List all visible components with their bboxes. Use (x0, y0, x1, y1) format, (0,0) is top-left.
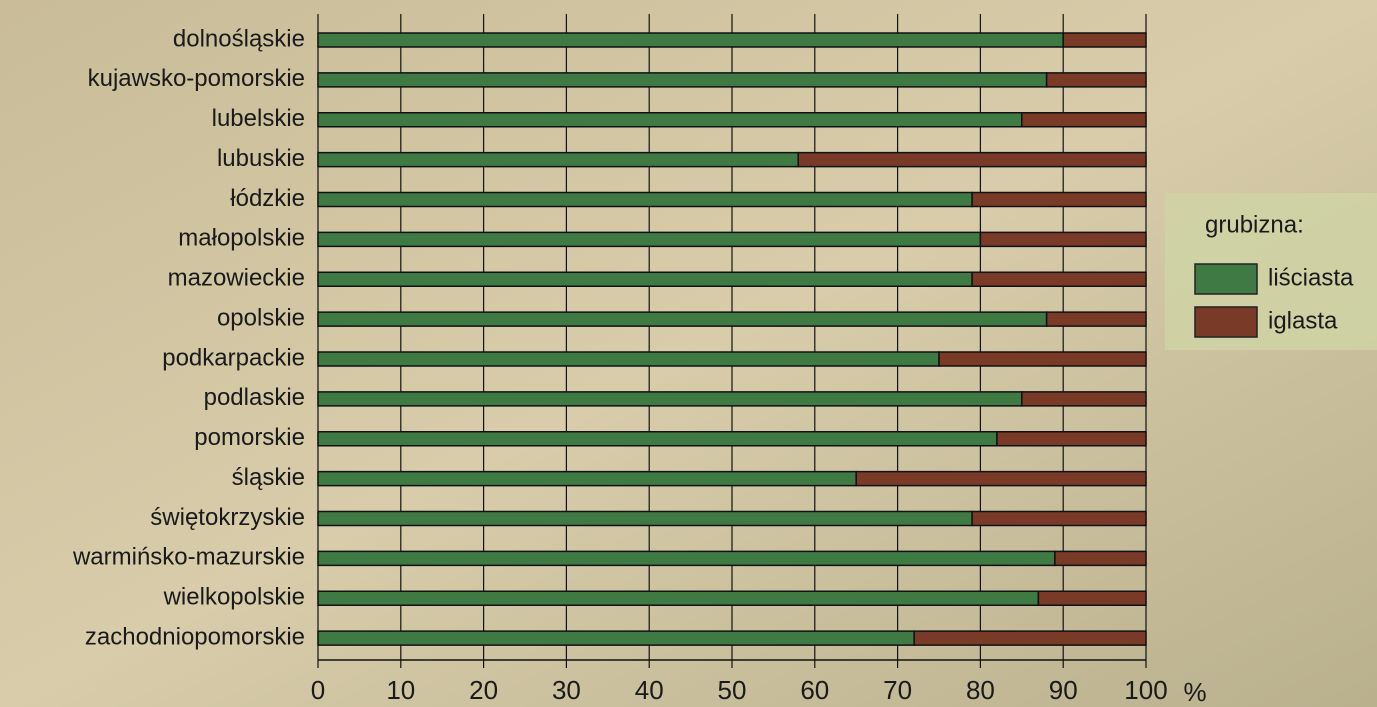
bar-segment (318, 432, 997, 446)
bar-segment (318, 73, 1047, 87)
y-tick-label: podlaskie (204, 384, 305, 411)
x-tick-label: 50 (718, 675, 747, 705)
y-tick-label: łódzkie (230, 185, 305, 212)
y-tick-label: lubuskie (217, 145, 305, 172)
y-tick-label: pomorskie (194, 424, 305, 451)
y-tick-label: warmińsko-mazurskie (72, 544, 305, 571)
x-tick-label: 40 (635, 675, 664, 705)
bar-segment (972, 272, 1146, 286)
legend-title: grubizna: (1205, 211, 1304, 238)
bar-segment (1022, 392, 1146, 406)
bar-segment (318, 272, 972, 286)
bar-segment (318, 352, 939, 366)
bar-segment (939, 352, 1146, 366)
bar-segment (914, 631, 1146, 645)
x-tick-label: 20 (469, 675, 498, 705)
bar-segment (318, 472, 856, 486)
bar-segment (318, 392, 1022, 406)
bar-segment (856, 472, 1146, 486)
x-tick-label: 10 (386, 675, 415, 705)
legend-swatch (1195, 307, 1257, 337)
x-axis-label: % (1183, 677, 1206, 707)
bar-segment (318, 551, 1055, 565)
y-tick-label: świętokrzyskie (150, 504, 305, 531)
x-tick-label: 100 (1124, 675, 1167, 705)
y-tick-label: podkarpackie (162, 344, 305, 371)
bar-segment (1063, 33, 1146, 47)
bar-segment (972, 512, 1146, 526)
y-tick-label: zachodniopomorskie (85, 623, 305, 650)
bar-segment (1022, 113, 1146, 127)
bar-segment (318, 153, 798, 167)
bar-segment (318, 232, 980, 246)
bar-segment (1047, 312, 1146, 326)
y-tick-label: śląskie (232, 464, 305, 491)
x-tick-label: 30 (552, 675, 581, 705)
y-tick-label: małopolskie (178, 225, 305, 252)
legend-label: liściasta (1268, 264, 1354, 291)
bar-segment (318, 512, 972, 526)
y-tick-label: mazowieckie (168, 265, 305, 292)
bar-segment (318, 33, 1063, 47)
x-tick-label: 0 (311, 675, 325, 705)
y-tick-label: wielkopolskie (163, 584, 305, 611)
bar-segment (1038, 591, 1146, 605)
x-tick-label: 90 (1049, 675, 1078, 705)
bar-segment (1055, 551, 1146, 565)
bar-segment (318, 193, 972, 207)
x-tick-label: 60 (800, 675, 829, 705)
bar-segment (318, 631, 914, 645)
bar-segment (798, 153, 1146, 167)
y-tick-label: dolnośląskie (173, 25, 305, 52)
chart: grubizna: 0 10 20 30 40 50 60 70 80 90 100% dolnośl… (0, 0, 1377, 707)
x-tick-label: 80 (966, 675, 995, 705)
bar-segment (980, 232, 1146, 246)
bar-segment (318, 113, 1022, 127)
bar-segment (1047, 73, 1146, 87)
bar-segment (318, 591, 1038, 605)
x-tick-label: 70 (883, 675, 912, 705)
y-tick-label: kujawsko-pomorskie (88, 65, 305, 92)
bar-segment (318, 312, 1047, 326)
legend-label: iglasta (1268, 307, 1338, 334)
y-tick-label: opolskie (217, 304, 305, 331)
legend-swatch (1195, 264, 1257, 294)
bar-segment (997, 432, 1146, 446)
y-tick-label: lubelskie (212, 105, 305, 132)
bar-segment (972, 193, 1146, 207)
